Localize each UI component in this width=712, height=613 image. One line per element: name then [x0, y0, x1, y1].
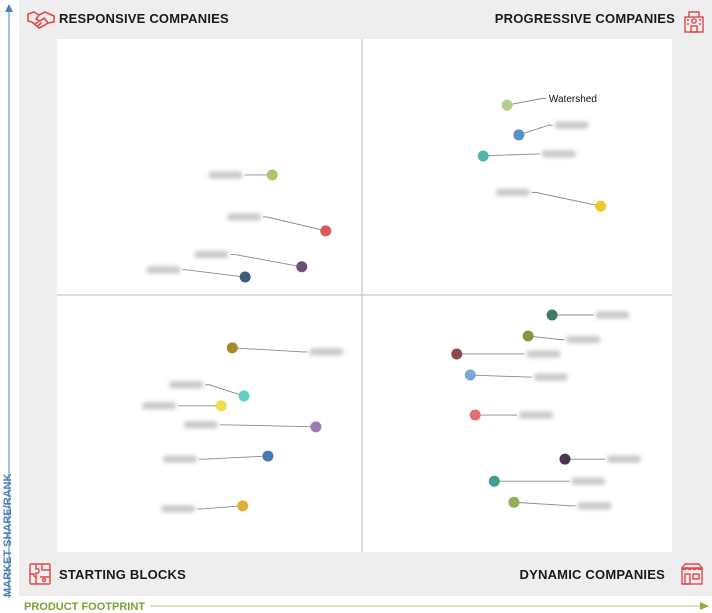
leader-line [182, 269, 246, 278]
data-point[interactable] [238, 390, 250, 402]
data-point[interactable] [451, 348, 463, 360]
data-point[interactable] [488, 475, 500, 487]
data-point[interactable] [513, 129, 525, 141]
data-point[interactable] [546, 309, 558, 321]
quadrant-title-starting: STARTING BLOCKS [59, 567, 186, 582]
y-axis-arrow [5, 4, 13, 12]
blurred-label [169, 381, 204, 389]
blurred-label [519, 411, 554, 419]
data-point[interactable] [469, 409, 481, 421]
blurred-label [183, 421, 218, 429]
data-point[interactable] [310, 421, 322, 433]
data-point[interactable] [262, 450, 274, 462]
blurred-label [566, 336, 601, 344]
leader-line [470, 374, 532, 378]
blurred-label [533, 373, 568, 381]
data-point[interactable] [237, 500, 249, 512]
data-point[interactable] [522, 330, 534, 342]
data-point[interactable] [477, 150, 489, 162]
leader-line [528, 335, 565, 341]
blurred-label [554, 121, 589, 129]
data-point[interactable] [296, 261, 308, 273]
blurred-label [227, 213, 262, 221]
quadrant-title-responsive: RESPONSIVE COMPANIES [59, 11, 229, 26]
data-point[interactable] [508, 496, 520, 508]
data-point[interactable] [226, 342, 238, 354]
data-point[interactable] [320, 225, 332, 237]
scatter-plot: Watershed [57, 39, 672, 552]
blurred-label [142, 402, 177, 410]
blurred-label [495, 188, 530, 196]
data-point[interactable] [215, 400, 227, 412]
data-point[interactable] [595, 200, 607, 212]
blurred-label [526, 350, 561, 358]
x-axis-arrow [700, 602, 709, 610]
blurred-label [161, 505, 196, 513]
leader-line [483, 153, 540, 157]
blurred-label [163, 455, 198, 463]
blurred-label [571, 477, 606, 485]
blurred-label [541, 150, 576, 158]
handshake-icon [27, 11, 55, 29]
data-point[interactable] [559, 453, 571, 465]
leader-line [507, 98, 546, 106]
x-axis-label: PRODUCT FOOTPRINT [24, 601, 145, 613]
blurred-label [194, 250, 229, 258]
blurred-label [146, 266, 181, 274]
leader-line [230, 254, 302, 268]
leader-line [205, 384, 245, 397]
leader-line [513, 501, 576, 507]
y-axis-label: MARKET SHARE/RANK [2, 473, 14, 597]
data-point[interactable] [501, 99, 513, 111]
leader-line [199, 455, 268, 460]
blurred-label [208, 171, 243, 179]
leader-line [518, 124, 553, 136]
shop-icon [681, 563, 703, 585]
leader-line [219, 424, 316, 428]
quadrant-title-dynamic: DYNAMIC COMPANIES [519, 567, 665, 582]
data-point[interactable] [464, 369, 476, 381]
blurred-label [577, 502, 612, 510]
blurred-label [309, 348, 344, 356]
leader-line [263, 216, 326, 232]
quadrant-title-progressive: PROGRESSIVE COMPANIES [494, 11, 675, 26]
data-point[interactable] [239, 271, 251, 283]
puzzle-icon [29, 563, 51, 585]
building-icon [684, 11, 704, 33]
blurred-label [595, 311, 630, 319]
data-point[interactable] [266, 169, 278, 181]
point-label: Watershed [549, 94, 597, 105]
leader-line [531, 191, 601, 207]
leader-line [197, 505, 243, 510]
leader-line [232, 347, 308, 353]
blurred-label [606, 455, 641, 463]
